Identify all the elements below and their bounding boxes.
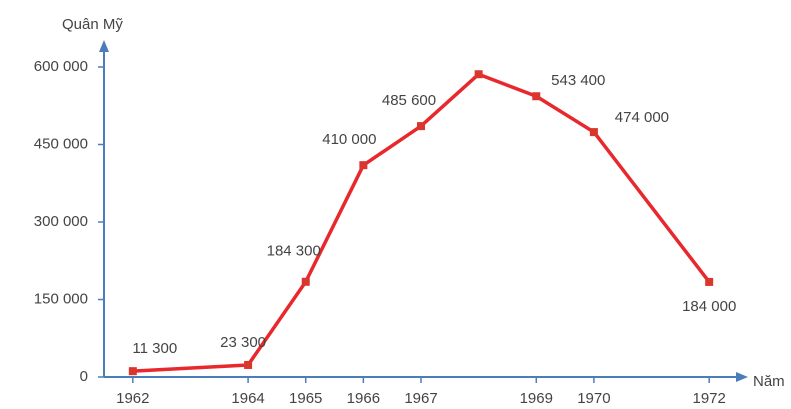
value-label: 543 400: [551, 72, 605, 89]
marker: [301, 277, 310, 286]
x-tick-label: 1962: [116, 390, 149, 407]
value-label: 474 000: [615, 109, 669, 126]
y-tick-label: 150 000: [34, 290, 88, 307]
marker: [474, 70, 483, 79]
marker: [589, 128, 598, 137]
y-axis-title: Quân Mỹ: [62, 16, 123, 33]
x-tick-label: 1970: [577, 390, 610, 407]
value-label: 184 300: [267, 243, 321, 260]
value-label: 23 300: [220, 334, 266, 351]
x-axis-title: Năm: [753, 373, 785, 390]
y-tick-label: 300 000: [34, 213, 88, 230]
x-tick-label: 1966: [347, 390, 380, 407]
value-label: 184 000: [682, 298, 736, 315]
y-tick-label: 600 000: [34, 58, 88, 75]
marker: [532, 92, 541, 101]
y-tick-label: 0: [80, 368, 88, 385]
x-tick-label: 1967: [404, 390, 437, 407]
value-label: 410 000: [322, 131, 376, 148]
value-label: 11 300: [132, 340, 177, 357]
y-tick-label: 450 000: [34, 135, 88, 152]
y-axis-arrow: [99, 40, 109, 52]
x-tick-label: 1965: [289, 390, 322, 407]
x-axis-arrow: [736, 372, 748, 382]
x-tick-label: 1964: [231, 390, 264, 407]
marker: [417, 122, 425, 131]
marker: [359, 161, 368, 170]
marker: [128, 367, 137, 376]
marker: [244, 360, 253, 369]
value-label: 485 600: [382, 92, 436, 109]
x-tick-label: 1972: [692, 390, 725, 407]
marker: [705, 277, 714, 286]
x-tick-label: 1969: [520, 390, 553, 407]
